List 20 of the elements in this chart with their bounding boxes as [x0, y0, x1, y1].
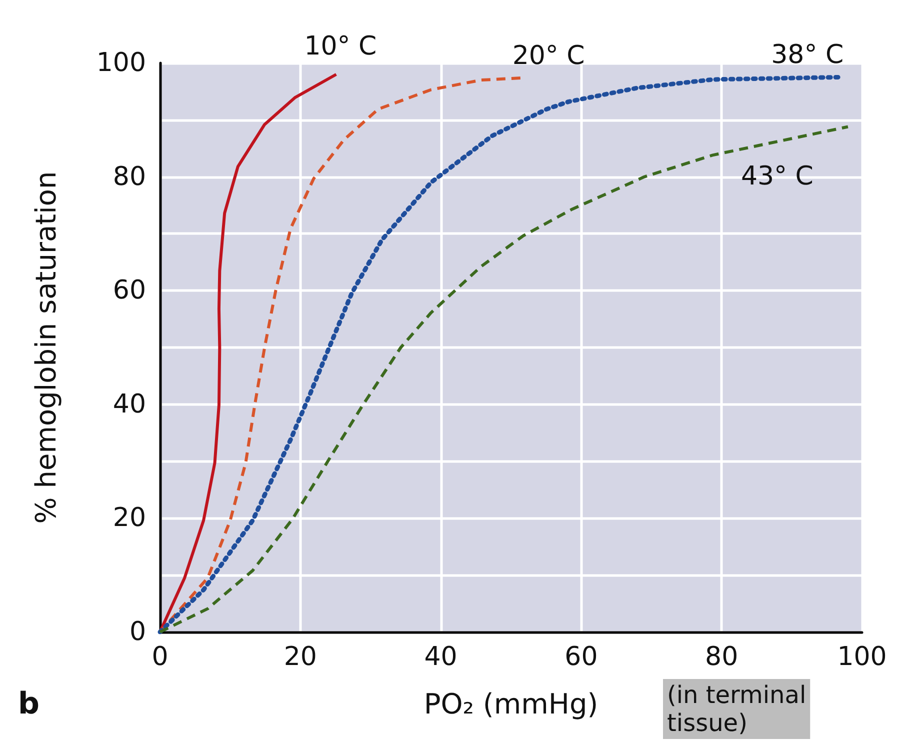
y-tick-label: 80 [112, 162, 146, 192]
series-label: 43° C [740, 162, 814, 192]
x-axis-title: PO₂ (mmHg) [424, 688, 598, 720]
x-tick-label: 40 [424, 642, 458, 672]
series-label: 20° C [512, 40, 585, 71]
series-label: 38° C [771, 40, 844, 70]
y-tick-label: 0 [129, 617, 146, 647]
y-axis-title: % hemoglobin saturation [30, 171, 62, 524]
text: (in terminal tissue) [667, 681, 806, 737]
x-tick-label: 80 [705, 642, 738, 672]
y-tick-label: 100 [96, 48, 146, 78]
x-tick-label: 20 [284, 642, 317, 672]
series-label: 10° C [304, 31, 377, 62]
x-tick-label: 60 [564, 642, 598, 672]
y-tick-label: 20 [112, 503, 146, 534]
x-tick-label: 0 [152, 642, 168, 672]
y-tick-label: 40 [112, 389, 146, 420]
x-tick-label: 100 [837, 642, 887, 672]
y-tick-label: 60 [112, 276, 146, 306]
text: b [18, 686, 40, 722]
